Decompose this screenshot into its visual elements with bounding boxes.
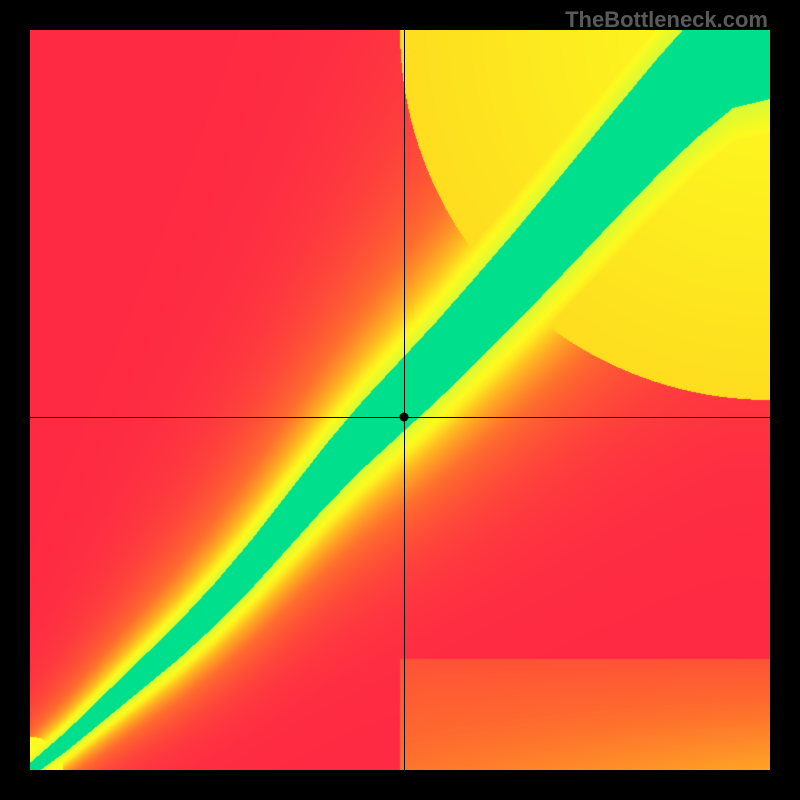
crosshair-vertical	[404, 30, 405, 770]
heatmap-canvas	[30, 30, 770, 770]
crosshair-marker	[399, 413, 408, 422]
bottleneck-heatmap	[30, 30, 770, 770]
